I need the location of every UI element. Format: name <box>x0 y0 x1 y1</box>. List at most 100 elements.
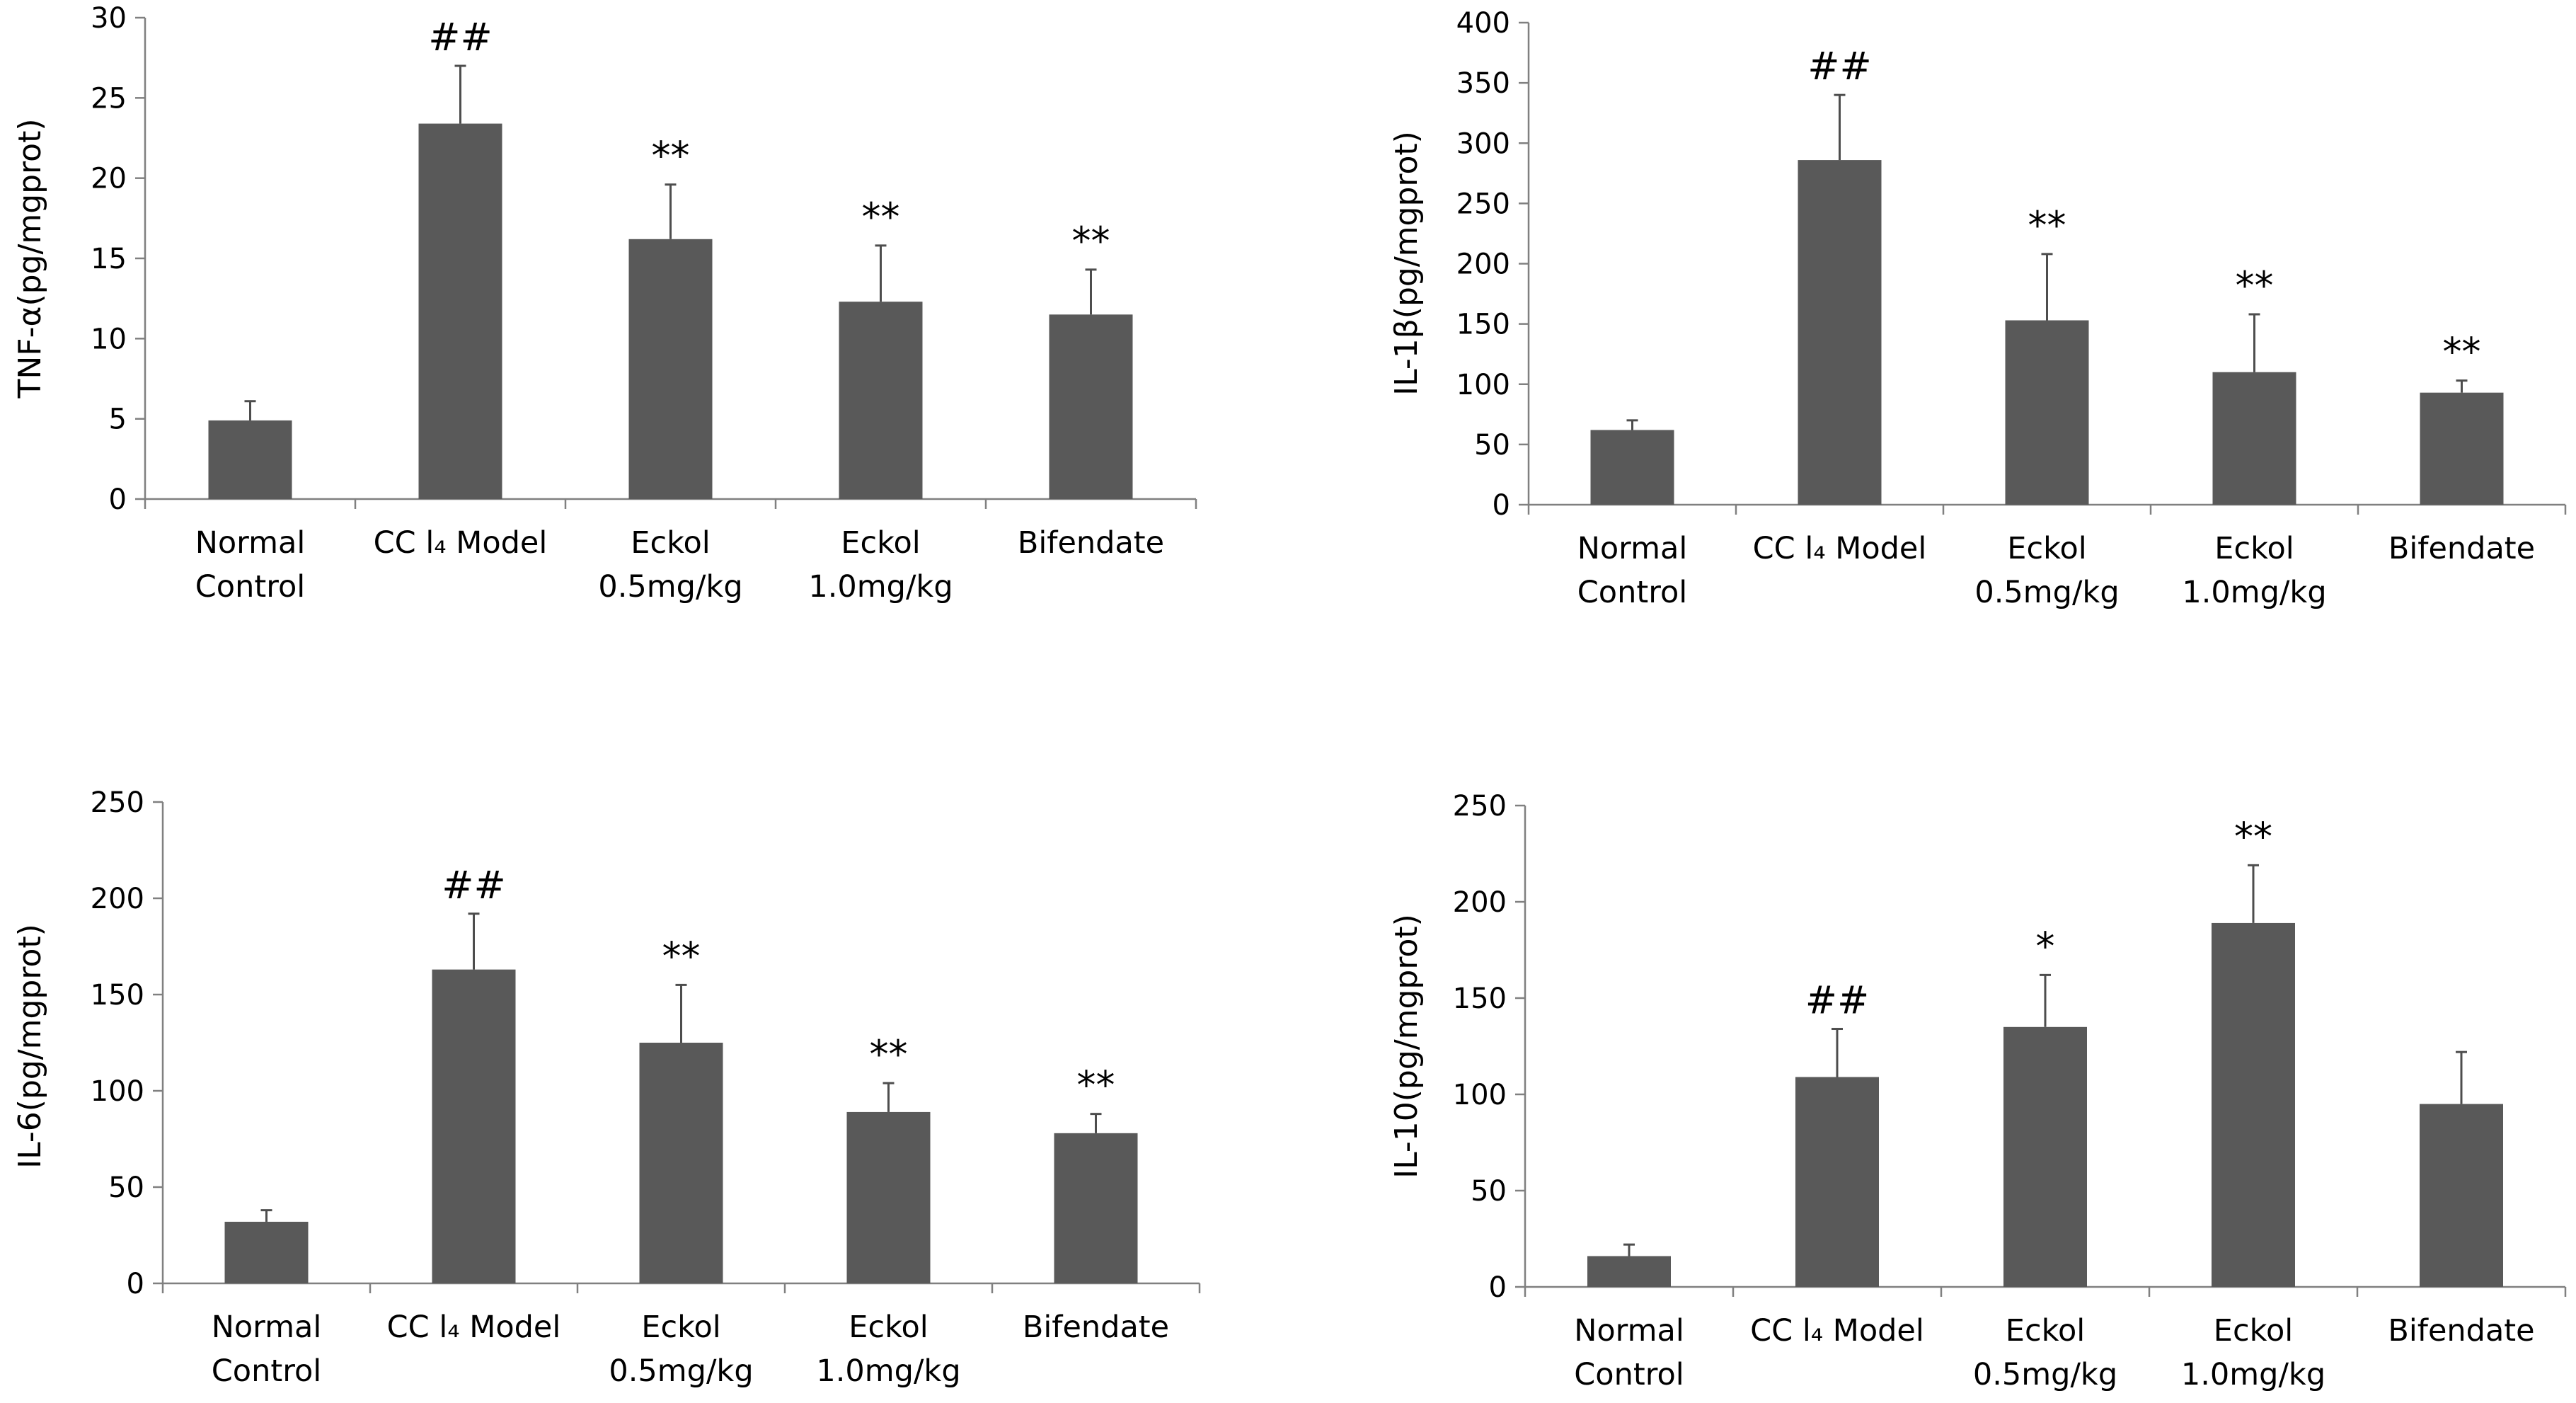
bar <box>2212 372 2296 505</box>
il-6-chart: 0 50 100 150 200 250 Normal Control ## CC l₄ Mode… <box>12 786 1201 1389</box>
significance-marker: ## <box>1805 978 1870 1023</box>
y-tick-label: 0 <box>127 1268 144 1300</box>
category-label: Eckol <box>2214 531 2294 566</box>
y-tick-label: 200 <box>1456 248 1510 281</box>
bar <box>208 420 292 499</box>
category-label: CC l₄ Model <box>1753 531 1927 566</box>
significance-marker: ## <box>428 15 493 59</box>
y-tick-label: 100 <box>1453 1079 1507 1111</box>
category-label: Control <box>1574 1357 1684 1392</box>
y-tick-label: 300 <box>1456 127 1510 160</box>
y-tick-label: 0 <box>109 483 127 516</box>
y-axis-title: IL-10(pg/mgprot) <box>1388 914 1425 1179</box>
bar <box>846 1111 931 1283</box>
bar <box>2420 392 2504 505</box>
y-tick-label: 10 <box>91 323 127 355</box>
category-label: 0.5mg/kg <box>609 1353 753 1389</box>
bar <box>1795 1077 1879 1287</box>
y-tick-label: 250 <box>1453 790 1507 823</box>
category-label: Bifendate <box>1018 525 1164 561</box>
bar <box>432 969 516 1283</box>
category-label: Bifendate <box>2388 531 2535 566</box>
y-tick-label: 150 <box>1456 309 1510 341</box>
y-tick-label: 100 <box>91 1075 144 1108</box>
category-label: Normal <box>1577 531 1688 566</box>
significance-marker: ** <box>652 134 690 178</box>
significance-marker: * <box>2036 924 2055 968</box>
y-tick-label: 50 <box>108 1172 144 1204</box>
il-10-chart: 0 50 100 150 200 250 Normal Control ## CC l₄ Mode… <box>1388 790 2567 1392</box>
tnf-alpha-chart: 0 5 10 15 20 25 30 Normal Control ## CC l₄ Model **… <box>12 2 1197 605</box>
category-label: Eckol <box>2214 1313 2293 1348</box>
category-label: Normal <box>195 525 306 561</box>
significance-marker: ** <box>862 195 900 239</box>
bar <box>1590 430 1674 505</box>
bar <box>1054 1133 1138 1283</box>
category-label: 0.5mg/kg <box>598 569 742 605</box>
category-label: Control <box>195 569 305 605</box>
y-tick-label: 100 <box>1456 369 1510 401</box>
category-label: Normal <box>212 1310 322 1345</box>
category-label: 1.0mg/kg <box>2181 1357 2325 1392</box>
significance-marker: ** <box>2234 814 2272 859</box>
bar <box>2003 1026 2087 1287</box>
y-axis-title: IL-6(pg/mgprot) <box>12 924 48 1169</box>
y-tick-label: 0 <box>1493 489 1510 522</box>
category-label: Control <box>1577 575 1687 610</box>
category-label: Bifendate <box>2388 1313 2534 1348</box>
category-label: Eckol <box>641 1310 720 1345</box>
y-tick-label: 150 <box>1453 983 1507 1015</box>
bar <box>1798 160 1882 505</box>
bar <box>2005 320 2089 505</box>
y-tick-label: 25 <box>91 82 127 115</box>
y-tick-label: 350 <box>1456 67 1510 100</box>
category-label: Normal <box>1574 1313 1684 1348</box>
category-label: Eckol <box>631 525 710 561</box>
category-label: Control <box>212 1353 321 1389</box>
y-tick-label: 50 <box>1474 429 1510 462</box>
category-label: 0.5mg/kg <box>1973 1357 2117 1392</box>
y-tick-label: 30 <box>91 2 127 35</box>
category-label: 1.0mg/kg <box>2182 575 2326 610</box>
significance-marker: ** <box>2443 330 2481 374</box>
significance-marker: ** <box>1072 219 1110 263</box>
category-label: Bifendate <box>1023 1310 1169 1345</box>
y-tick-label: 0 <box>1489 1271 1507 1304</box>
bar <box>639 1043 723 1283</box>
category-label: 0.5mg/kg <box>1974 575 2119 610</box>
significance-marker: ** <box>2236 263 2274 308</box>
y-tick-label: 20 <box>91 163 127 195</box>
category-label: CC l₄ Model <box>387 1310 561 1345</box>
bar <box>2212 922 2295 1287</box>
y-tick-label: 200 <box>1453 886 1507 919</box>
bar <box>1587 1256 1671 1287</box>
significance-marker: ** <box>870 1032 908 1077</box>
category-label: CC l₄ Model <box>374 525 548 561</box>
significance-marker: ** <box>2028 203 2066 248</box>
bar <box>2420 1104 2503 1287</box>
significance-marker: ** <box>662 934 701 978</box>
y-tick-label: 150 <box>91 979 144 1012</box>
y-axis-title: TNF-α(pg/mgprot) <box>12 118 48 399</box>
y-axis-title: IL-1β(pg/mgprot) <box>1388 131 1425 396</box>
category-label: Eckol <box>841 525 920 561</box>
y-tick-label: 50 <box>1471 1175 1507 1208</box>
category-label: Eckol <box>2007 531 2086 566</box>
il-1beta-chart: 0 50 100 150 200 250 300 350 400 Normal Control ## C… <box>1388 7 2567 610</box>
y-tick-label: 15 <box>91 243 127 275</box>
y-tick-label: 5 <box>109 403 127 436</box>
bar <box>839 302 923 499</box>
category-label: CC l₄ Model <box>1750 1313 1924 1348</box>
bar <box>418 123 502 500</box>
significance-marker: ## <box>1807 44 1872 88</box>
y-tick-label: 400 <box>1456 7 1510 40</box>
category-label: 1.0mg/kg <box>816 1353 960 1389</box>
bar <box>1049 314 1133 499</box>
significance-marker: ** <box>1077 1063 1115 1108</box>
y-tick-label: 200 <box>91 883 144 915</box>
category-label: Eckol <box>2006 1313 2085 1348</box>
bar <box>224 1221 309 1283</box>
bar <box>628 239 713 499</box>
category-label: Eckol <box>849 1310 928 1345</box>
